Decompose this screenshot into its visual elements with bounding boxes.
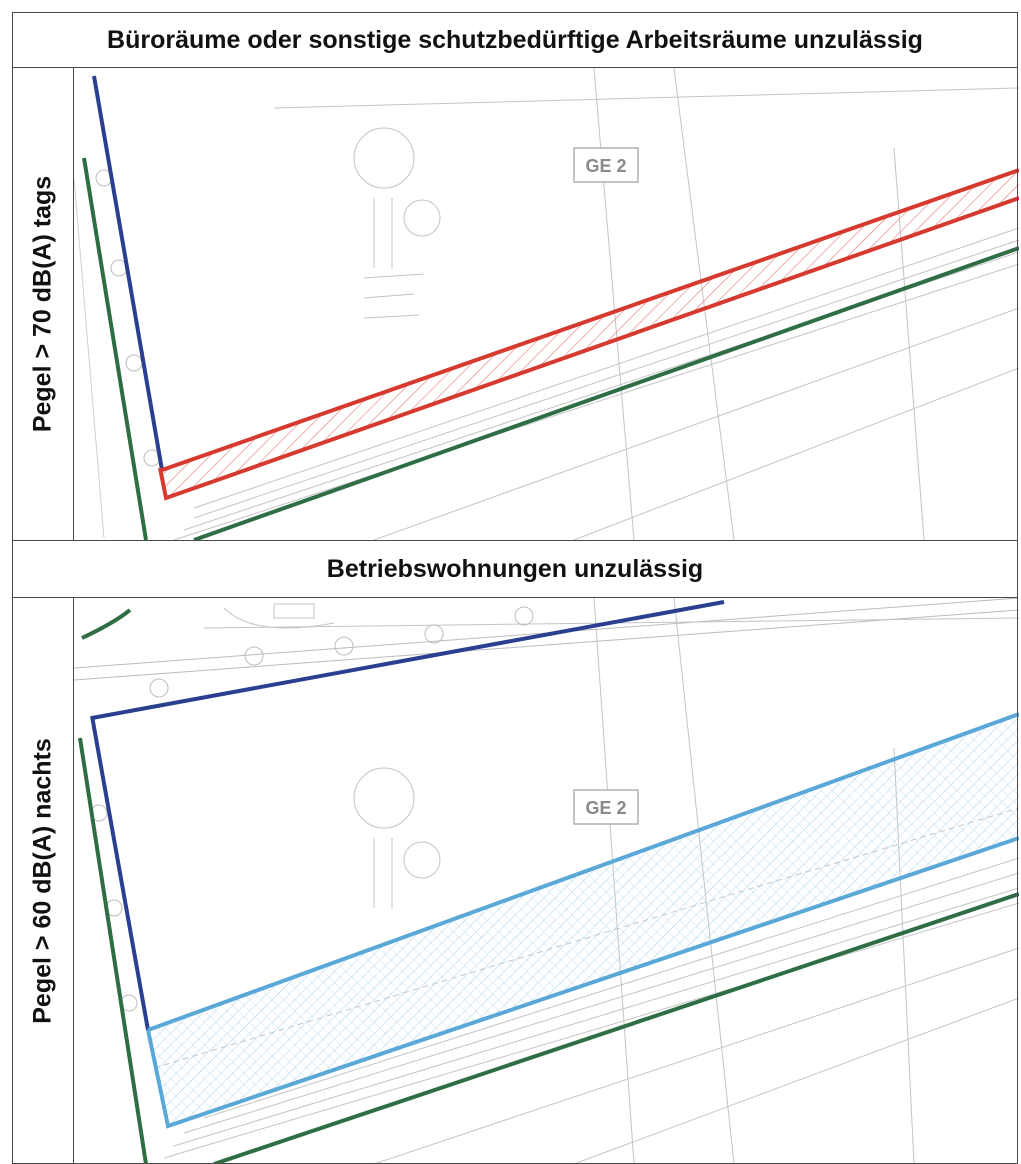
panel-1-side-label-box: Pegel > 70 dB(A) tags xyxy=(12,68,74,540)
panel-1-zone-label-box xyxy=(573,147,639,183)
panel-1-map: GE 2 xyxy=(74,68,1019,540)
panel-1-plan-lines xyxy=(74,68,1019,540)
panel-1-green-boundary-bottom xyxy=(193,246,1019,540)
panel-1-side-label: Pegel > 70 dB(A) tags xyxy=(28,175,57,433)
panel-2-zone-label: GE 2 xyxy=(585,798,626,818)
panel-2-title: Betriebswohnungen unzulässig xyxy=(12,540,1018,598)
panel-2-side-label-box: Pegel > 60 dB(A) nachts xyxy=(12,598,74,1164)
panel-2-side-label: Pegel > 60 dB(A) nachts xyxy=(28,738,57,1024)
panel-2-green-curve xyxy=(81,608,132,640)
panel-1-green-boundary-left xyxy=(82,157,148,540)
panel-1-red-zone-bottom-line xyxy=(158,196,1019,501)
panel-2-plan-lines xyxy=(74,598,1019,1164)
panel-2-blue-zone-fill-cross xyxy=(148,714,1019,1126)
panel-2-green-boundary-bottom xyxy=(213,892,1019,1164)
panel-1-red-zone-top-line xyxy=(161,168,1019,472)
panel-2-blue-zone-top-line xyxy=(147,712,1019,1032)
panel-2-blue-zone-bottom-line xyxy=(146,836,1019,1129)
panel-1-title: Büroräume oder sonstige schutzbedürftige… xyxy=(12,12,1018,68)
panel-2-blue-boundary-left xyxy=(90,715,150,1031)
panel-1-red-zone-fill xyxy=(162,170,1019,496)
panel-2-zone-label-box xyxy=(573,789,639,825)
panel-1-zone-label: GE 2 xyxy=(585,156,626,176)
panel-1-blue-boundary xyxy=(92,75,164,471)
panel-2-green-boundary-left xyxy=(78,737,148,1164)
panel-2-map: GE 2 xyxy=(74,598,1019,1164)
panel-2-blue-boundary-top xyxy=(91,600,725,720)
